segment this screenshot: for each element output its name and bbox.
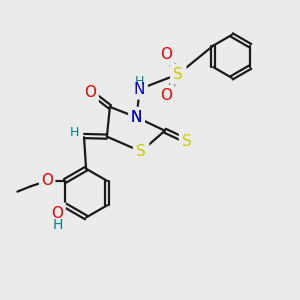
Text: N: N [131, 110, 142, 125]
Text: O: O [41, 173, 53, 188]
Text: O: O [52, 206, 64, 220]
Text: N: N [134, 82, 145, 97]
FancyBboxPatch shape [67, 123, 81, 141]
Text: S: S [136, 144, 146, 159]
Text: O: O [85, 85, 97, 100]
FancyBboxPatch shape [179, 130, 195, 152]
Text: N: N [131, 110, 142, 125]
Text: S: S [182, 134, 192, 148]
FancyBboxPatch shape [82, 82, 99, 103]
FancyBboxPatch shape [39, 170, 56, 191]
FancyBboxPatch shape [132, 73, 147, 91]
FancyBboxPatch shape [158, 44, 175, 65]
Text: H: H [70, 126, 79, 139]
Text: S: S [173, 67, 183, 82]
FancyBboxPatch shape [170, 64, 187, 85]
Text: O: O [160, 47, 172, 62]
FancyBboxPatch shape [133, 141, 149, 162]
Text: H: H [52, 218, 63, 233]
Text: O: O [160, 88, 172, 103]
FancyBboxPatch shape [131, 79, 148, 100]
FancyBboxPatch shape [49, 202, 66, 224]
FancyBboxPatch shape [128, 107, 145, 128]
FancyBboxPatch shape [158, 85, 175, 106]
FancyBboxPatch shape [50, 216, 65, 235]
FancyBboxPatch shape [128, 107, 145, 128]
Text: H: H [135, 75, 144, 88]
